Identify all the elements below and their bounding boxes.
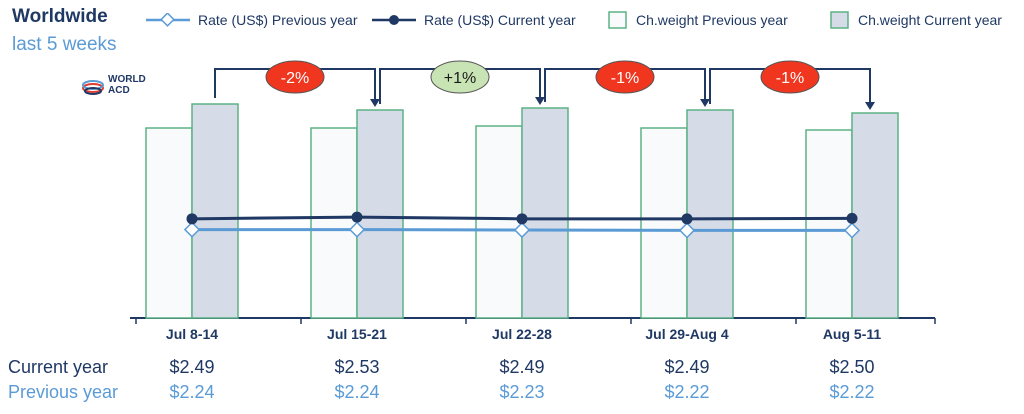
point-rate-current — [351, 211, 363, 223]
change-badge — [595, 60, 655, 94]
bar-weight-current — [191, 103, 239, 319]
logo-line-2: ACD — [108, 85, 130, 96]
chart-title: Worldwide — [12, 6, 108, 27]
previous-value: $2.22 — [829, 382, 875, 402]
point-rate-previous — [678, 222, 696, 239]
point-rate-current — [186, 213, 198, 225]
bar-weight-current — [686, 109, 734, 319]
current-year-label: Current year — [8, 357, 109, 377]
legend-weight-previous-swatch — [608, 11, 627, 29]
legend-rate-previous-label: Rate (US$) Previous year — [198, 12, 358, 28]
x-tick-label: Jul 22-28 — [492, 326, 552, 342]
current-value: $2.49 — [499, 357, 545, 377]
x-tick-label: Jul 29-Aug 4 — [645, 326, 728, 342]
change-badge — [265, 60, 325, 94]
point-rate-previous — [183, 221, 201, 238]
change-arrowhead — [700, 99, 710, 107]
bar-weight-current — [356, 109, 404, 319]
change-badge-label: -2% — [281, 70, 309, 87]
point-rate-previous — [843, 222, 861, 239]
x-tick-label: Aug 5-11 — [823, 326, 882, 342]
legend-weight-current-swatch — [830, 11, 849, 29]
change-arrowhead — [535, 97, 545, 105]
previous-value: $2.24 — [169, 382, 215, 402]
point-rate-current — [846, 212, 858, 224]
bar-weight-current — [521, 107, 569, 319]
bar-weight-previous — [145, 127, 193, 319]
bar-weight-previous — [310, 127, 358, 319]
point-rate-current — [681, 213, 693, 225]
legend-weight-current: Ch.weight Current year — [830, 10, 1002, 30]
legend-rate-previous-marker — [146, 13, 190, 27]
current-value: $2.53 — [334, 357, 380, 377]
previous-value: $2.22 — [664, 382, 710, 402]
point-rate-previous — [348, 221, 366, 238]
legend-rate-current-label: Rate (US$) Current year — [424, 12, 576, 28]
point-rate-previous — [513, 221, 531, 239]
change-arrowhead — [370, 99, 380, 107]
legend-rate-current-marker — [372, 15, 416, 25]
previous-year-label: Previous year — [8, 382, 119, 402]
bar-weight-previous — [475, 125, 523, 319]
current-value: $2.49 — [169, 357, 215, 377]
x-tick-label: Jul 15-21 — [327, 326, 387, 342]
x-tick-label: Jul 8-14 — [166, 326, 218, 342]
change-badge — [760, 60, 820, 94]
legend-weight-previous: Ch.weight Previous year — [608, 10, 788, 30]
bar-weight-previous — [640, 127, 688, 319]
world-acd-logo: WORLD ACD — [80, 74, 160, 104]
legend-weight-current-label: Ch.weight Current year — [858, 12, 1002, 28]
change-badge-label: -1% — [776, 70, 804, 87]
change-arrowhead — [865, 102, 875, 110]
previous-value: $2.23 — [499, 382, 545, 402]
change-badge-label: +1% — [444, 70, 476, 87]
legend-rate-current: Rate (US$) Current year — [372, 10, 576, 30]
change-badge-label: -1% — [611, 70, 639, 87]
previous-value: $2.24 — [334, 382, 380, 402]
change-badge — [430, 60, 490, 94]
point-rate-current — [516, 213, 528, 225]
chart-subtitle: last 5 weeks — [12, 34, 117, 55]
bar-weight-previous — [805, 129, 853, 319]
globe-icon — [82, 80, 104, 95]
legend-rate-previous: Rate (US$) Previous year — [146, 10, 358, 30]
legend-weight-previous-label: Ch.weight Previous year — [636, 12, 788, 28]
logo-line-1: WORLD — [108, 74, 146, 85]
current-value: $2.49 — [664, 357, 710, 377]
current-value: $2.50 — [829, 357, 875, 377]
bar-weight-current — [851, 112, 899, 319]
